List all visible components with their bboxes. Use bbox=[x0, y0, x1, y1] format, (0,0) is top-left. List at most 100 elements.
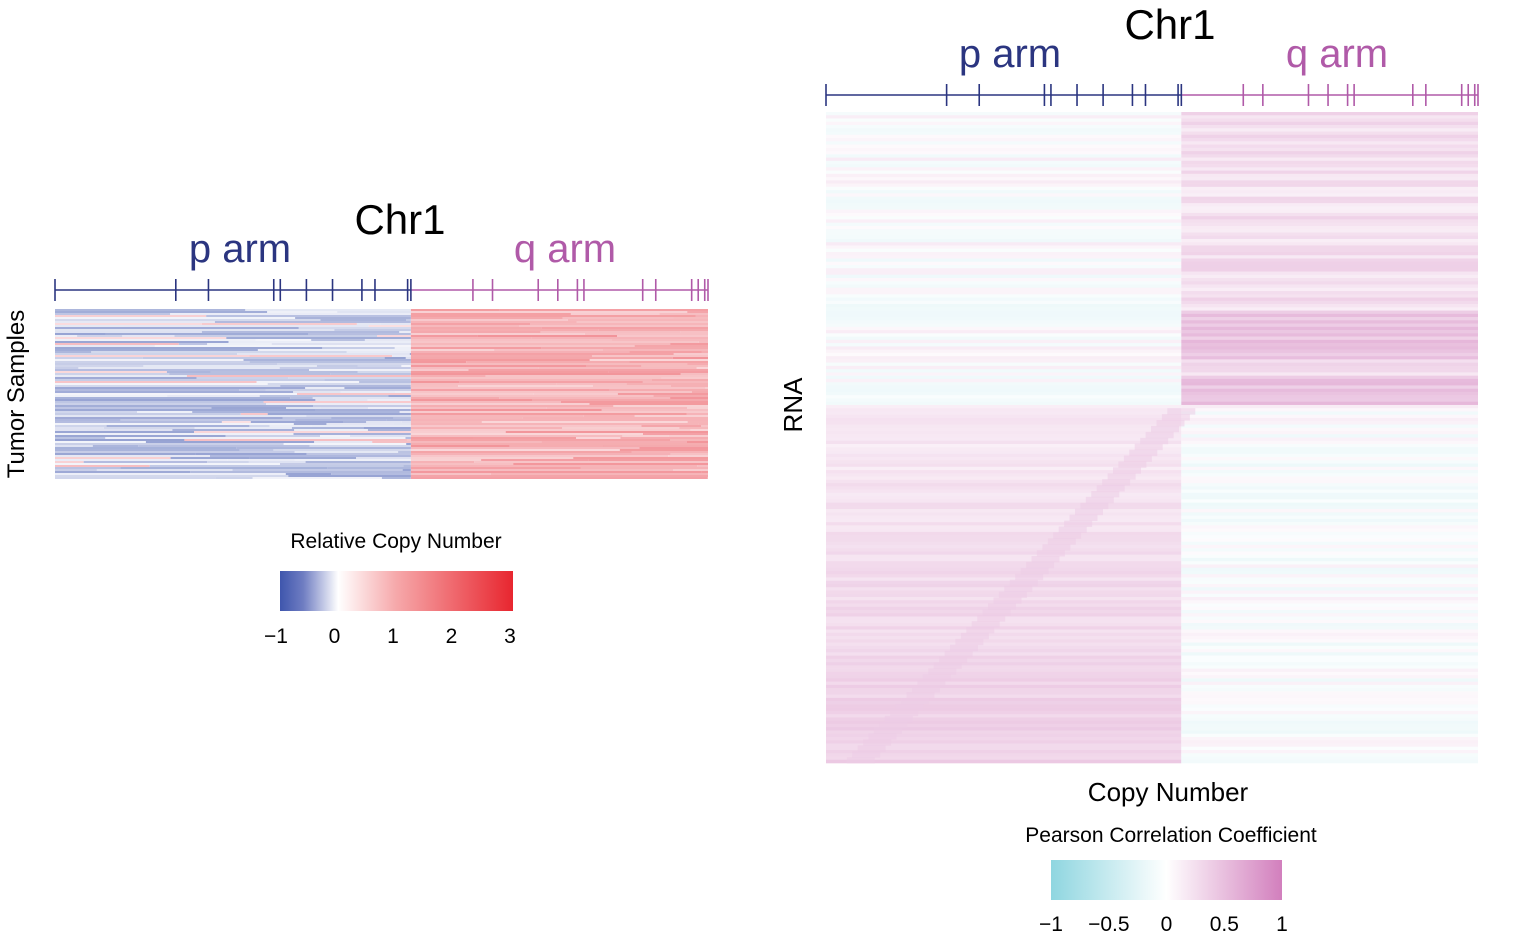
left-heatmap-cell bbox=[372, 441, 411, 443]
right-heatmap-row-q bbox=[1181, 209, 1478, 214]
left-heatmap-cell bbox=[256, 381, 360, 383]
left-heatmap-cell bbox=[55, 355, 250, 357]
right-heatmap-row-p bbox=[826, 125, 1182, 129]
left-heatmap-cell bbox=[591, 355, 708, 357]
left-heatmap-cell bbox=[410, 327, 542, 329]
left-chart-title: Chr1 bbox=[354, 196, 445, 243]
left-heatmap-cell bbox=[687, 421, 708, 423]
right-heatmap-row-q bbox=[1181, 636, 1478, 640]
left-heatmap-cell bbox=[410, 309, 500, 311]
right-heatmap-row-p bbox=[826, 554, 1182, 559]
left-heatmap-cell bbox=[687, 407, 708, 409]
left-heatmap-cell bbox=[55, 469, 97, 471]
left-heatmap-cell bbox=[305, 461, 411, 463]
right-heatmap-row-q bbox=[1181, 352, 1478, 357]
left-heatmap-cell bbox=[393, 417, 411, 419]
right-heatmap-row-q bbox=[1181, 229, 1478, 233]
right-heatmap-diagonal bbox=[917, 680, 946, 687]
left-heatmap-cell bbox=[690, 429, 708, 431]
right-heatmap-row-q bbox=[1181, 134, 1478, 139]
right-heatmap-row-p bbox=[826, 398, 1182, 402]
left-heatmap-cell bbox=[55, 445, 93, 447]
left-heatmap-cell bbox=[670, 453, 708, 455]
right-colorbar-ticks: −1 −0.5 0 0.5 1 bbox=[1039, 913, 1288, 936]
left-heatmap-cell bbox=[166, 371, 211, 373]
left-colorbar-tick-label: −1 bbox=[264, 625, 288, 648]
left-heatmap-cell bbox=[570, 313, 660, 315]
left-heatmap-cell bbox=[531, 337, 708, 339]
left-heatmap-cell bbox=[55, 465, 150, 467]
left-heatmap-cell bbox=[410, 389, 610, 391]
right-heatmap-row-p bbox=[826, 749, 1182, 754]
left-heatmap-cell bbox=[320, 319, 406, 321]
right-q-arm-label: q arm bbox=[1286, 32, 1388, 76]
left-heatmap-cell bbox=[306, 415, 411, 417]
right-colorbar-title: Pearson Correlation Coefficient bbox=[1025, 824, 1317, 847]
left-heatmap-cell bbox=[405, 437, 411, 439]
left-heatmap-cell bbox=[410, 413, 687, 415]
right-heatmap-row-p bbox=[826, 147, 1182, 152]
right-heatmap-row-p bbox=[826, 304, 1182, 308]
left-heatmap-cell bbox=[346, 351, 411, 353]
left-heatmap-cell bbox=[55, 437, 106, 439]
right-heatmap-row-q bbox=[1181, 258, 1478, 263]
left-heatmap-cell bbox=[410, 411, 708, 413]
right-heatmap-row-q bbox=[1181, 577, 1478, 582]
left-heatmap-cell bbox=[55, 377, 197, 379]
right-heatmap-row-q bbox=[1181, 678, 1478, 682]
left-heatmap-cell bbox=[213, 437, 406, 439]
left-heatmap-cell bbox=[255, 339, 312, 341]
right-heatmap-row-q bbox=[1181, 453, 1478, 458]
left-heatmap-cell bbox=[410, 341, 699, 343]
right-heatmap-row-p bbox=[826, 385, 1182, 389]
right-heatmap-row-q bbox=[1181, 372, 1478, 376]
right-heatmap-row-q bbox=[1181, 125, 1478, 129]
left-heatmap-cell bbox=[356, 323, 381, 325]
left-heatmap-cell bbox=[271, 343, 411, 345]
right-heatmap-diagonal bbox=[884, 715, 913, 723]
left-heatmap-cell bbox=[410, 425, 642, 427]
left-heatmap-cell bbox=[311, 425, 411, 427]
left-heatmap-cell bbox=[55, 333, 106, 335]
right-heatmap-row-p bbox=[826, 180, 1182, 184]
right-heatmap-row-q bbox=[1181, 587, 1478, 591]
right-heatmap-row-p bbox=[826, 232, 1182, 236]
right-heatmap-diagonal bbox=[1036, 550, 1065, 557]
left-heatmap-cell bbox=[288, 475, 411, 477]
right-heatmap-diagonal bbox=[879, 721, 908, 729]
right-heatmap-row-q bbox=[1181, 378, 1478, 383]
left-heatmap-cell bbox=[540, 331, 681, 333]
right-heatmap-row-q bbox=[1181, 203, 1478, 207]
right-heatmap-row-q bbox=[1181, 369, 1478, 373]
right-heatmap-row-q bbox=[1181, 479, 1478, 484]
left-heatmap-cell bbox=[589, 359, 708, 361]
left-heatmap-cell bbox=[567, 319, 708, 321]
right-heatmap-diagonal bbox=[868, 733, 897, 740]
left-heatmap-cell bbox=[286, 407, 321, 409]
left-heatmap-cell bbox=[541, 441, 687, 443]
left-heatmap-cell bbox=[225, 435, 320, 437]
right-heatmap-row-p bbox=[826, 642, 1182, 647]
left-heatmap-cell bbox=[55, 309, 246, 311]
right-heatmap-row-q bbox=[1181, 727, 1478, 731]
right-heatmap-row-q bbox=[1181, 196, 1478, 201]
left-heatmap-cell bbox=[314, 441, 373, 443]
right-heatmap-row-p bbox=[826, 193, 1182, 197]
left-heatmap-cell bbox=[78, 367, 280, 369]
left-heatmap-cell bbox=[309, 445, 411, 447]
right-heatmap-row-p bbox=[826, 203, 1182, 207]
right-heatmap-diagonal bbox=[1167, 408, 1196, 415]
right-heatmap-row-q bbox=[1181, 115, 1478, 119]
left-heatmap-cell bbox=[55, 409, 315, 411]
left-heatmap-cell bbox=[184, 439, 408, 441]
left-heatmap-cell bbox=[410, 455, 669, 457]
right-heatmap-diagonal bbox=[1042, 544, 1071, 551]
left-heatmap-cell bbox=[190, 471, 411, 473]
right-heatmap-row-p bbox=[826, 496, 1182, 500]
left-heatmap-cell bbox=[410, 331, 541, 333]
right-heatmap-row-p bbox=[826, 447, 1182, 451]
right-heatmap-row-q bbox=[1181, 193, 1478, 197]
left-heatmap-cell bbox=[490, 473, 708, 475]
left-heatmap-cell bbox=[55, 425, 107, 427]
right-heatmap-row-q bbox=[1181, 365, 1478, 370]
